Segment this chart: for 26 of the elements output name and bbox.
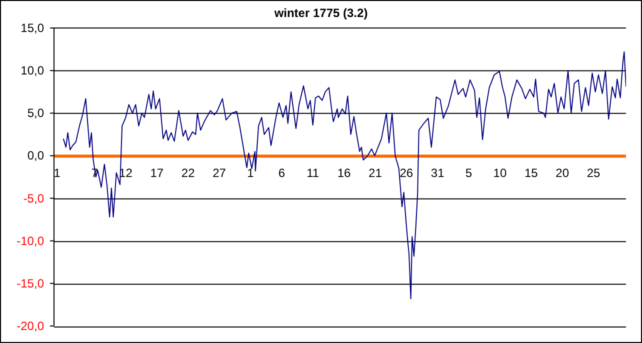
x-tick-label: 31 (430, 166, 445, 180)
y-tick-label: -10,0 (16, 234, 44, 248)
chart-title: winter 1775 (3.2) (273, 6, 369, 20)
y-tick-label: 5,0 (27, 106, 44, 120)
x-tick-label: 10 (493, 166, 507, 180)
x-tick-label: 22 (181, 166, 196, 180)
y-tick-label: 15,0 (20, 21, 44, 35)
y-tick-label: -20,0 (16, 319, 44, 333)
y-tick-label: -15,0 (16, 276, 44, 290)
y-tick-label: 0,0 (27, 148, 44, 163)
line-series (62, 51, 626, 300)
y-tick-label: 10,0 (20, 64, 44, 78)
x-tick-label: 20 (556, 166, 570, 180)
x-tick-label: 21 (368, 166, 382, 180)
x-tick-label: 27 (212, 166, 226, 180)
y-tick-label: -5,0 (23, 191, 44, 206)
x-tick-label: 1 (247, 166, 254, 180)
x-tick-label: 5 (465, 166, 472, 180)
x-tick-label: 16 (337, 166, 352, 180)
x-tick-label: 6 (278, 166, 286, 180)
x-tick-label: 11 (306, 166, 320, 180)
x-tick-label: 26 (400, 166, 414, 180)
x-tick-label: 1 (54, 166, 61, 180)
x-tick-label: 25 (586, 166, 601, 180)
x-tick-label: 15 (524, 166, 538, 180)
x-tick-label: 17 (150, 166, 164, 180)
